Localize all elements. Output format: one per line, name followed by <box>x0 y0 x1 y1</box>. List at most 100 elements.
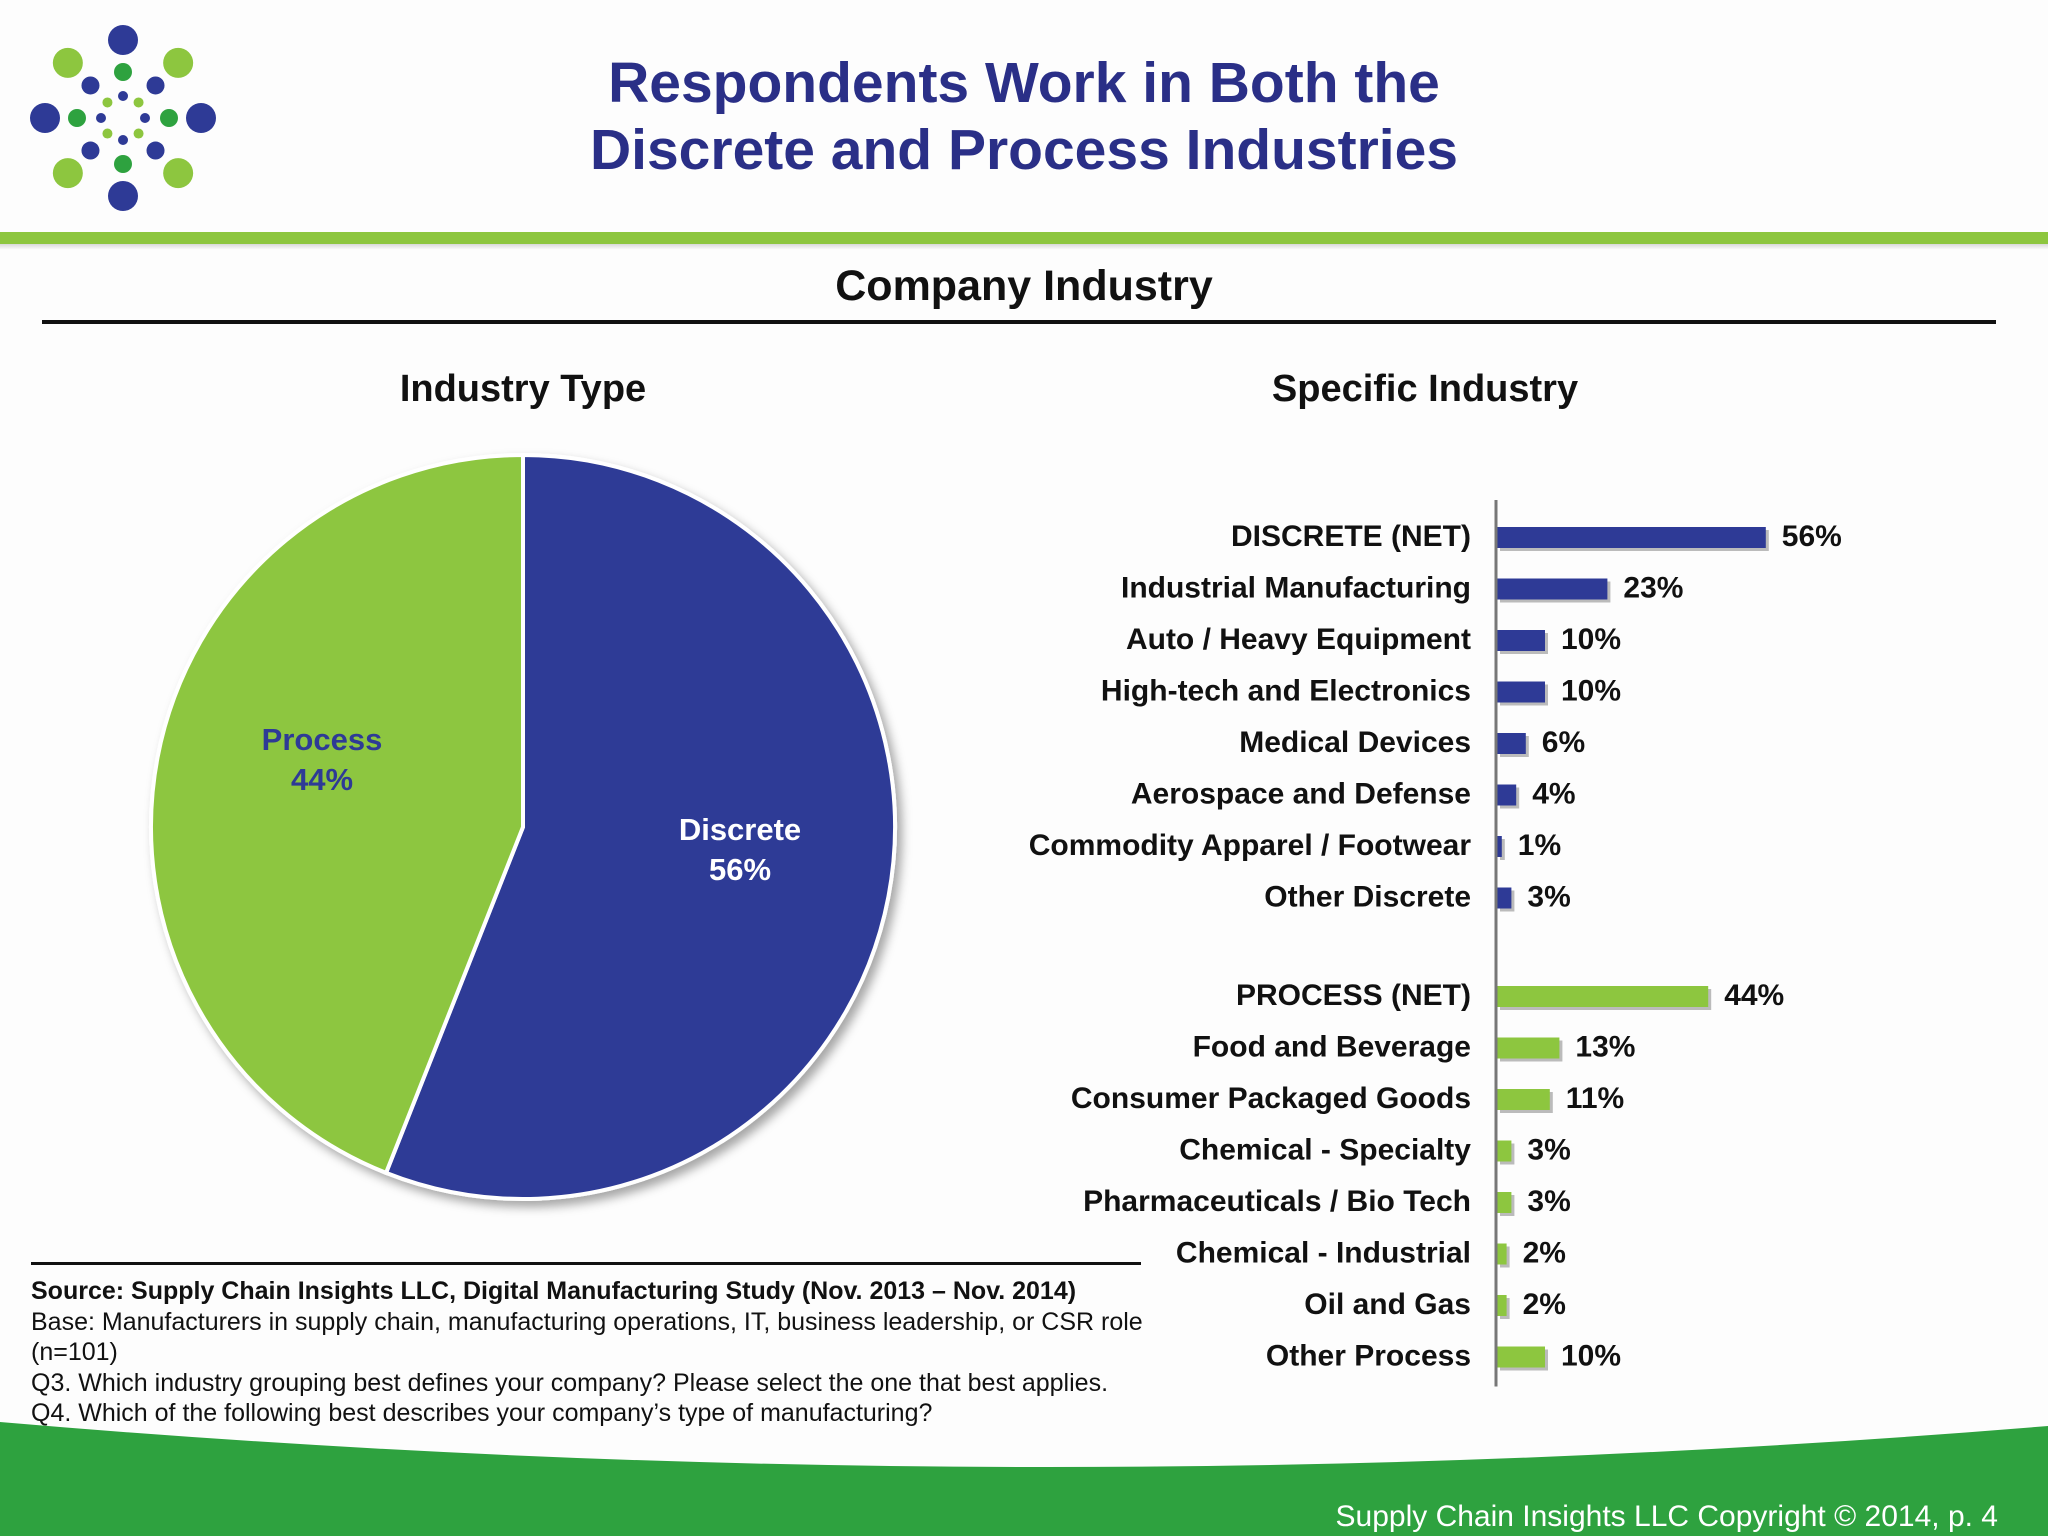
pie-label-process: Process <box>262 722 383 757</box>
pie-slice-process <box>149 452 525 1176</box>
bar-value-label: 2% <box>1523 1236 1566 1269</box>
logo-dot <box>52 158 83 189</box>
heading-rule <box>42 320 1996 324</box>
logo-dot <box>114 155 132 173</box>
logo-dot <box>96 113 106 123</box>
bar-category-label: Industrial Manufacturing <box>1121 571 1471 604</box>
footer-band <box>0 1422 2048 1536</box>
bar-category-label: Auto / Heavy Equipment <box>1126 623 1471 656</box>
logo-dot <box>118 135 128 145</box>
header-rule-shadow <box>0 244 2048 250</box>
pie-value-discrete: 56% <box>709 852 771 887</box>
logo-dot <box>140 113 150 123</box>
logo-dot <box>146 76 165 95</box>
chart-heading: Company Industry <box>835 262 1213 310</box>
logo-dot <box>81 141 100 160</box>
logo-dot <box>133 128 144 139</box>
bar-value-label: 10% <box>1561 1339 1621 1372</box>
bar-value-label: 3% <box>1527 1185 1570 1218</box>
company-logo <box>30 25 216 211</box>
bar-value-label: 56% <box>1782 520 1842 553</box>
question-4-note: Q4. Which of the following best describe… <box>31 1399 933 1427</box>
bar-category-label: Commodity Apparel / Footwear <box>1029 829 1472 862</box>
bar-value-label: 1% <box>1518 829 1561 862</box>
logo-dot <box>163 158 194 189</box>
bar-value-label: 10% <box>1561 674 1621 707</box>
bar <box>1497 1295 1507 1316</box>
logo-dot <box>186 103 216 133</box>
bar-category-label: Oil and Gas <box>1304 1288 1471 1321</box>
bar-category-label: DISCRETE (NET) <box>1231 520 1471 553</box>
bar <box>1497 784 1517 806</box>
bar <box>1497 527 1766 548</box>
bar <box>1497 1346 1545 1368</box>
base-note: Base: Manufacturers in supply chain, man… <box>31 1307 1143 1367</box>
bar-category-label: Other Discrete <box>1264 880 1471 913</box>
logo-dot <box>146 141 165 160</box>
notes: Source: Supply Chain Insights LLC, Digit… <box>31 1276 1181 1429</box>
bar-category-label: PROCESS (NET) <box>1236 979 1471 1012</box>
source-rule <box>31 1262 1141 1265</box>
bar-value-label: 10% <box>1561 623 1621 656</box>
bar <box>1497 1192 1512 1213</box>
logo-dot <box>108 181 138 211</box>
bar <box>1497 836 1502 857</box>
bar <box>1497 986 1709 1007</box>
logo-dot <box>118 91 128 101</box>
bar-category-label: Aerospace and Defense <box>1131 777 1471 810</box>
bar-category-label: Chemical - Specialty <box>1179 1133 1471 1166</box>
bar-value-label: 6% <box>1542 726 1585 759</box>
bar-category-label: Other Process <box>1266 1339 1471 1372</box>
bar <box>1497 1243 1507 1265</box>
bar <box>1497 1037 1560 1059</box>
source-note: Source: Supply Chain Insights LLC, Digit… <box>31 1277 1077 1305</box>
logo-dot <box>108 25 138 55</box>
logo-dot <box>160 109 178 127</box>
logo-dot <box>102 97 113 108</box>
bar <box>1497 578 1608 600</box>
bar-value-label: 11% <box>1566 1082 1624 1115</box>
bar-value-label: 3% <box>1527 880 1570 913</box>
bar <box>1497 1089 1550 1110</box>
bar-category-label: Consumer Packaged Goods <box>1071 1082 1471 1115</box>
slide-title-line-2: Discrete and Process Industries <box>589 118 1459 182</box>
footer-copyright: Supply Chain Insights LLC Copyright © 20… <box>1335 1500 1999 1533</box>
pie-label-discrete: Discrete <box>679 812 801 847</box>
bar-category-label: Chemical - Industrial <box>1176 1236 1471 1269</box>
slide-title: Respondents Work in Both the Discrete an… <box>300 50 1748 184</box>
bar-category-label: Medical Devices <box>1239 726 1471 759</box>
pie-slice-discrete <box>383 452 897 1201</box>
bar-value-label: 44% <box>1724 979 1784 1012</box>
pie-chart: Discrete 56% Process 44% <box>149 452 897 1201</box>
slide-title-line-1: Respondents Work in Both the <box>608 51 1440 115</box>
bar <box>1497 887 1512 909</box>
pie-value-process: 44% <box>291 762 353 797</box>
logo-dot <box>114 63 132 81</box>
logo-dot <box>133 97 144 108</box>
bar-category-label: Pharmaceuticals / Bio Tech <box>1083 1185 1471 1218</box>
bar-value-label: 4% <box>1532 777 1575 810</box>
logo-dot <box>68 109 86 127</box>
bar-value-label: 23% <box>1623 571 1683 604</box>
pie-chart-title: Industry Type <box>399 368 647 410</box>
logo-dot <box>163 47 194 78</box>
bar-chart: DISCRETE (NET) 56% Industrial Manufacturin… <box>1029 500 1842 1387</box>
logo-dot <box>81 76 100 95</box>
logo-dot <box>52 47 83 78</box>
header-rule <box>0 232 2048 244</box>
bar <box>1497 681 1545 703</box>
bar-chart-title: Specific Industry <box>1271 368 1579 410</box>
question-3-note: Q3. Which industry grouping best defines… <box>31 1368 1109 1397</box>
bar-category-label: High-tech and Electronics <box>1101 674 1471 707</box>
bar-category-label: Food and Beverage <box>1193 1030 1471 1063</box>
bar <box>1497 733 1526 754</box>
bar-value-label: 2% <box>1523 1288 1566 1321</box>
bar-shadow <box>1500 839 1505 860</box>
bar-value-label: 3% <box>1527 1133 1570 1166</box>
logo-dot <box>30 103 60 133</box>
bar <box>1497 630 1545 651</box>
bar-value-label: 13% <box>1575 1030 1635 1063</box>
bar <box>1497 1140 1512 1162</box>
logo-dot <box>102 128 113 139</box>
